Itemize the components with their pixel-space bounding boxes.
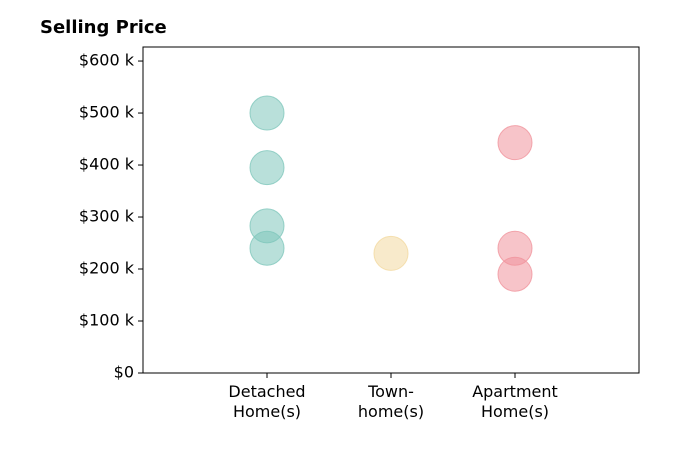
y-tick-label: $400 k	[79, 155, 135, 174]
plot-frame	[142, 46, 640, 374]
point	[249, 230, 285, 266]
point	[249, 95, 285, 131]
x-tick-label: Apartment Home(s)	[472, 382, 558, 421]
x-tick-label: Detached Home(s)	[228, 382, 305, 421]
x-tick-label: Town-home(s)	[358, 382, 424, 421]
point	[497, 125, 533, 161]
y-tick-label: $500 k	[79, 103, 135, 122]
y-tick-label: $0	[114, 363, 134, 382]
y-tick-label: $100 k	[79, 311, 135, 330]
point	[497, 256, 533, 292]
chart-title: Selling Price	[40, 17, 167, 38]
y-tick-label: $300 k	[79, 207, 135, 226]
point	[249, 150, 285, 186]
point	[373, 235, 409, 271]
y-tick-label: $600 k	[79, 51, 135, 70]
y-tick-label: $200 k	[79, 259, 135, 278]
